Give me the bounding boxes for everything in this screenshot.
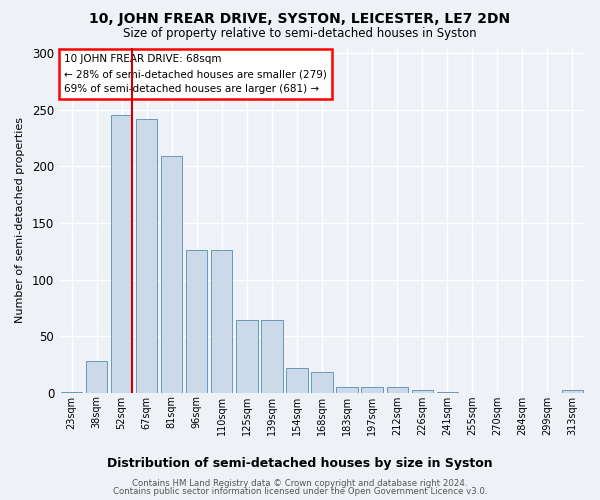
Bar xyxy=(136,119,157,392)
Text: Distribution of semi-detached houses by size in Syston: Distribution of semi-detached houses by … xyxy=(107,458,493,470)
Bar xyxy=(286,368,308,392)
Bar xyxy=(236,320,257,392)
Text: Contains public sector information licensed under the Open Government Licence v3: Contains public sector information licen… xyxy=(113,487,487,496)
Bar xyxy=(111,116,133,392)
Bar xyxy=(562,390,583,392)
Text: Size of property relative to semi-detached houses in Syston: Size of property relative to semi-detach… xyxy=(123,28,477,40)
Text: Contains HM Land Registry data © Crown copyright and database right 2024.: Contains HM Land Registry data © Crown c… xyxy=(132,478,468,488)
Bar xyxy=(161,156,182,392)
Bar xyxy=(211,250,232,392)
Text: 10 JOHN FREAR DRIVE: 68sqm
← 28% of semi-detached houses are smaller (279)
69% o: 10 JOHN FREAR DRIVE: 68sqm ← 28% of semi… xyxy=(64,54,327,94)
Bar xyxy=(186,250,208,392)
Bar xyxy=(261,320,283,392)
Bar xyxy=(361,387,383,392)
Y-axis label: Number of semi-detached properties: Number of semi-detached properties xyxy=(15,117,25,323)
Bar xyxy=(337,387,358,392)
Bar xyxy=(86,361,107,392)
Bar xyxy=(412,390,433,392)
Bar xyxy=(386,387,408,392)
Text: 10, JOHN FREAR DRIVE, SYSTON, LEICESTER, LE7 2DN: 10, JOHN FREAR DRIVE, SYSTON, LEICESTER,… xyxy=(89,12,511,26)
Bar xyxy=(311,372,332,392)
